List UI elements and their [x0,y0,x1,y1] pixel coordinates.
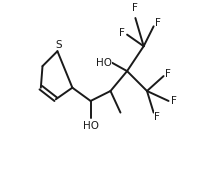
Text: F: F [154,112,160,122]
Text: HO: HO [83,121,99,131]
Text: F: F [132,3,138,13]
Text: F: F [119,28,125,38]
Text: HO: HO [96,58,112,68]
Text: F: F [165,69,171,79]
Text: F: F [171,96,177,106]
Text: S: S [56,40,62,50]
Text: F: F [155,18,161,28]
